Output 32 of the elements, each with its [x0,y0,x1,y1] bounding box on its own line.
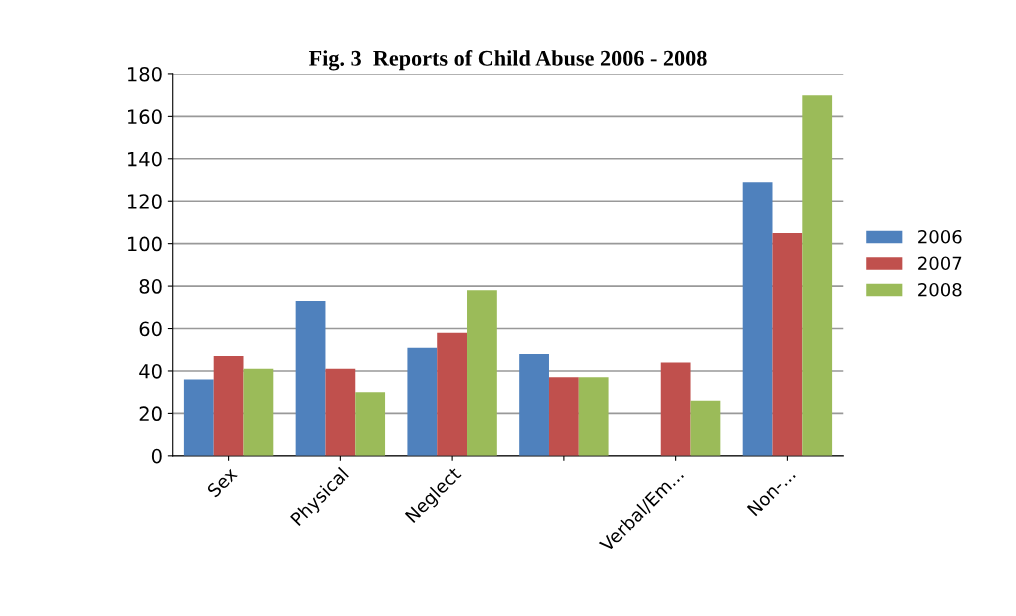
bar [213,356,244,456]
y-tick-label: 80 [139,279,162,294]
bar [467,290,497,456]
bar [183,379,214,456]
bar [548,377,579,456]
bar [325,368,356,456]
y-tick-label: 60 [139,321,162,337]
bar [355,392,386,456]
bar [437,332,468,456]
bar [578,377,609,456]
y-tick-label: 40 [139,363,162,379]
bar [243,368,274,456]
bar [407,347,438,456]
bar [295,300,326,456]
legend-label: 2007 [918,256,962,271]
y-tick-label: 20 [139,406,162,422]
legend-label: 2006 [918,229,962,244]
x-tick-label: Sex [206,466,239,498]
y-tick-label: 140 [128,151,162,167]
legend-label: 2008 [918,282,962,297]
chart-title: Fig. 3 Reports of Child Abuse 2006 - 2008 [308,49,707,71]
y-tick-label: 100 [128,236,162,252]
bar [519,353,549,456]
bar [690,400,721,456]
bar [772,233,803,456]
y-tick-label: 180 [128,66,162,82]
y-tick-label: 120 [128,194,162,209]
y-tick-label: 160 [128,109,162,125]
bar [742,182,773,456]
y-tick-label: 0 [151,448,162,464]
bar [660,362,691,456]
bar [802,95,833,456]
